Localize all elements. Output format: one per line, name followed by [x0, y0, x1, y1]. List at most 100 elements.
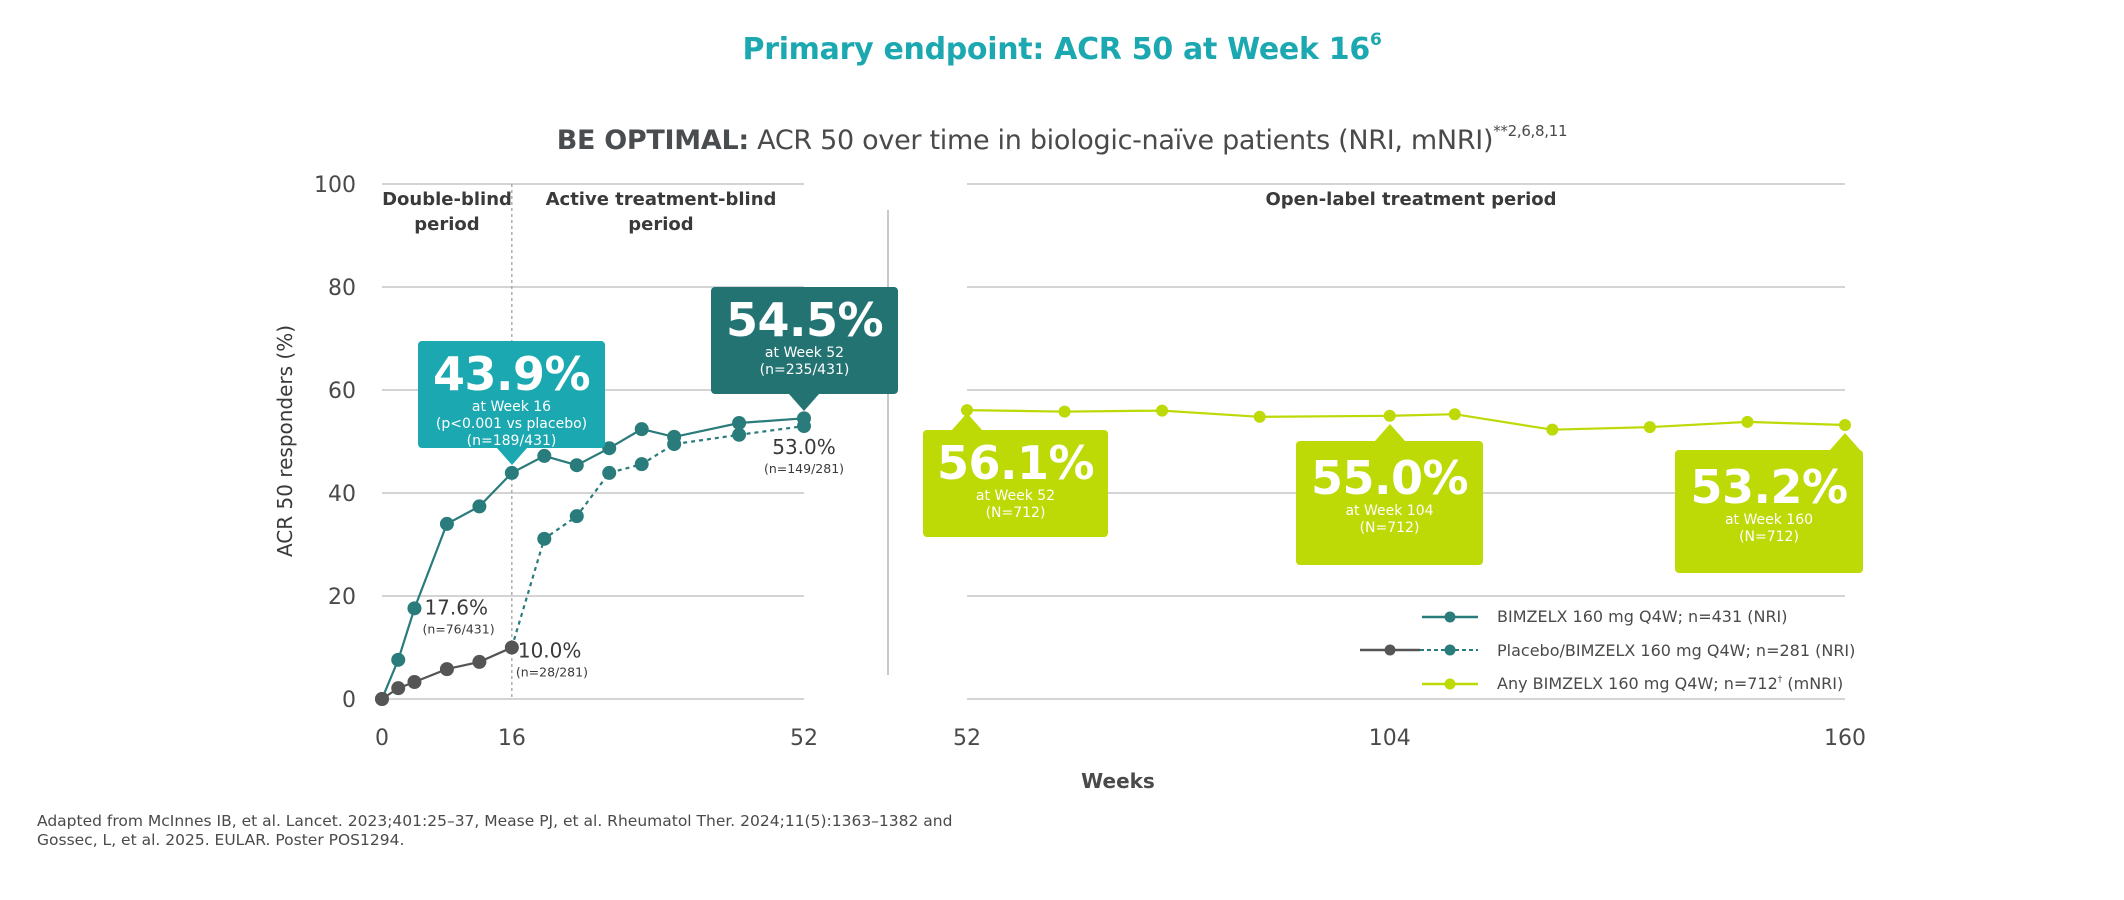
point-label-n: (n=28/281): [516, 665, 588, 680]
y-tick-label: 80: [328, 276, 356, 301]
legend-label: Any BIMZELX 160 mg Q4W; n=712† (mNRI): [1497, 674, 1843, 693]
subtitle-references: **2,6,8,11: [1493, 122, 1568, 140]
legend-item-placebo-bimzelx: Placebo/BIMZELX 160 mg Q4W; n=281 (NRI): [1360, 634, 1855, 668]
data-point-series-3: [1448, 408, 1461, 421]
callout-value: 53.2%: [1690, 460, 1848, 514]
data-point-series-0: [407, 601, 422, 616]
callout-detail: at Week 52: [975, 488, 1056, 504]
legend-symbol-solid-lime-icon: [1422, 678, 1478, 690]
data-point-series-3: [1058, 405, 1071, 418]
data-point-series-2: [797, 419, 811, 434]
subtitle-text: ACR 50 over time in biologic-naïve patie…: [748, 125, 1494, 156]
data-point-series-3: [1546, 423, 1559, 436]
y-tick-label: 40: [328, 482, 356, 507]
callout-box: 55.0% at Week 104 (N=712): [1296, 424, 1483, 565]
period-header-0: period: [414, 214, 479, 235]
data-point-series-2: [569, 509, 584, 524]
data-point-series-0: [602, 441, 617, 456]
footnote: Adapted from McInnes IB, et al. Lancet. …: [37, 812, 1037, 850]
legend-label-suffix: (mNRI): [1782, 674, 1844, 694]
x-tick-label: 16: [498, 726, 526, 751]
callout-detail: (N=712): [1359, 520, 1420, 536]
y-axis-label: ACR 50 responders (%): [273, 325, 297, 557]
data-point-series-3: [1253, 410, 1266, 423]
callout-value: 56.1%: [936, 436, 1095, 490]
legend-symbol-solid-teal-icon: [1422, 611, 1478, 623]
y-tick-label: 0: [342, 688, 356, 713]
data-point-series-1: [407, 675, 422, 690]
data-point-series-3: [1839, 419, 1851, 432]
footnote-line-2: Gossec, L, et al. 2025. EULAR. Poster PO…: [37, 831, 405, 849]
legend-label-main: Any BIMZELX 160 mg Q4W; n=712: [1497, 674, 1778, 694]
subtitle-study-name: BE OPTIMAL:: [556, 125, 749, 156]
callout-value: 54.5%: [725, 293, 884, 347]
callout-box: 43.9% at Week 16 (p<0.001 vs placebo) (n=18…: [418, 341, 605, 465]
callout-detail: at Week 160: [1724, 512, 1814, 528]
x-tick-label: 104: [1369, 726, 1411, 751]
callout-detail: at Week 52: [764, 345, 845, 361]
y-tick-label: 100: [314, 173, 356, 198]
point-label-value: 53.0%: [772, 435, 836, 459]
y-tick-label: 60: [328, 379, 356, 404]
callout-value: 55.0%: [1310, 451, 1469, 505]
legend-item-any-bimzelx: Any BIMZELX 160 mg Q4W; n=712† (mNRI): [1420, 667, 1843, 701]
legend-label: BIMZELX 160 mg Q4W; n=431 (NRI): [1497, 607, 1788, 627]
callout-detail: at Week 16: [471, 399, 552, 415]
x-tick-label: 52: [790, 726, 818, 751]
x-axis-label: Weeks: [1081, 769, 1155, 793]
data-point-series-0: [732, 415, 747, 430]
data-point-series-1: [504, 640, 519, 655]
point-label-n: (n=149/281): [764, 461, 844, 476]
callout-box: 54.5% at Week 52 (n=235/431): [711, 287, 898, 411]
data-point-series-0: [537, 448, 552, 463]
callout-detail: (n=189/431): [466, 433, 557, 449]
point-label-value: 10.0%: [518, 639, 582, 663]
data-point-series-1: [375, 692, 389, 706]
callout-detail: (N=712): [1739, 529, 1799, 545]
series-line-0: [380, 417, 805, 700]
x-tick-label: 160: [1824, 726, 1866, 751]
data-point-series-3: [1156, 404, 1169, 417]
x-tick-label: 0: [375, 726, 389, 751]
x-tick-label: 52: [953, 726, 981, 751]
page-title: Primary endpoint: ACR 50 at Week 166: [0, 30, 2124, 67]
series-line-3: [966, 409, 1846, 431]
legend-item-bimzelx: BIMZELX 160 mg Q4W; n=431 (NRI): [1420, 600, 1788, 634]
point-label-value: 17.6%: [424, 595, 488, 619]
chart-subtitle: BE OPTIMAL: ACR 50 over time in biologic…: [0, 122, 2124, 156]
period-header-1: period: [628, 214, 693, 235]
data-point-series-0: [504, 465, 519, 480]
period-header-2: Open-label treatment period: [1265, 189, 1556, 210]
data-point-series-0: [391, 652, 406, 667]
chart-legend: BIMZELX 160 mg Q4W; n=431 (NRI) Placebo/…: [1360, 600, 1855, 701]
callout-box: 53.2% at Week 160 (N=712): [1675, 433, 1863, 573]
title-text: Primary endpoint: ACR 50 at Week 16: [742, 32, 1371, 67]
callout-value: 43.9%: [432, 347, 591, 401]
period-header-0: Double-blind: [382, 189, 512, 210]
data-point-series-3: [1643, 421, 1656, 434]
period-header-1: Active treatment-blind: [546, 189, 777, 210]
footnote-line-1: Adapted from McInnes IB, et al. Lancet. …: [37, 812, 953, 830]
acr50-line-chart: 0 20 40 60 80 100 ACR 50 responders (%) 0 16 52 52…: [273, 173, 1866, 793]
data-point-series-2: [537, 531, 552, 546]
callout-detail: (N=712): [985, 505, 1046, 521]
data-point-series-2: [634, 457, 649, 472]
data-point-series-0: [569, 458, 584, 473]
data-point-series-1: [439, 662, 454, 677]
y-tick-label: 20: [328, 585, 356, 610]
point-label-n: (n=76/431): [422, 621, 494, 636]
legend-symbol-placebo-dashed-icon: [1360, 644, 1478, 656]
data-point-series-2: [667, 437, 682, 452]
data-point-series-1: [391, 681, 406, 696]
data-point-series-3: [1383, 409, 1396, 422]
data-point-series-2: [602, 465, 617, 480]
callout-detail: at Week 104: [1345, 503, 1434, 519]
data-point-series-0: [472, 499, 487, 514]
data-point-series-1: [472, 654, 487, 669]
title-reference: 6: [1369, 30, 1382, 50]
callout-detail: (n=235/431): [759, 362, 850, 378]
data-point-series-0: [439, 516, 454, 531]
callout-box: 56.1% at Week 52 (N=712): [923, 413, 1108, 537]
data-point-series-3: [1741, 415, 1754, 428]
legend-label-dagger: †: [1777, 675, 1783, 686]
